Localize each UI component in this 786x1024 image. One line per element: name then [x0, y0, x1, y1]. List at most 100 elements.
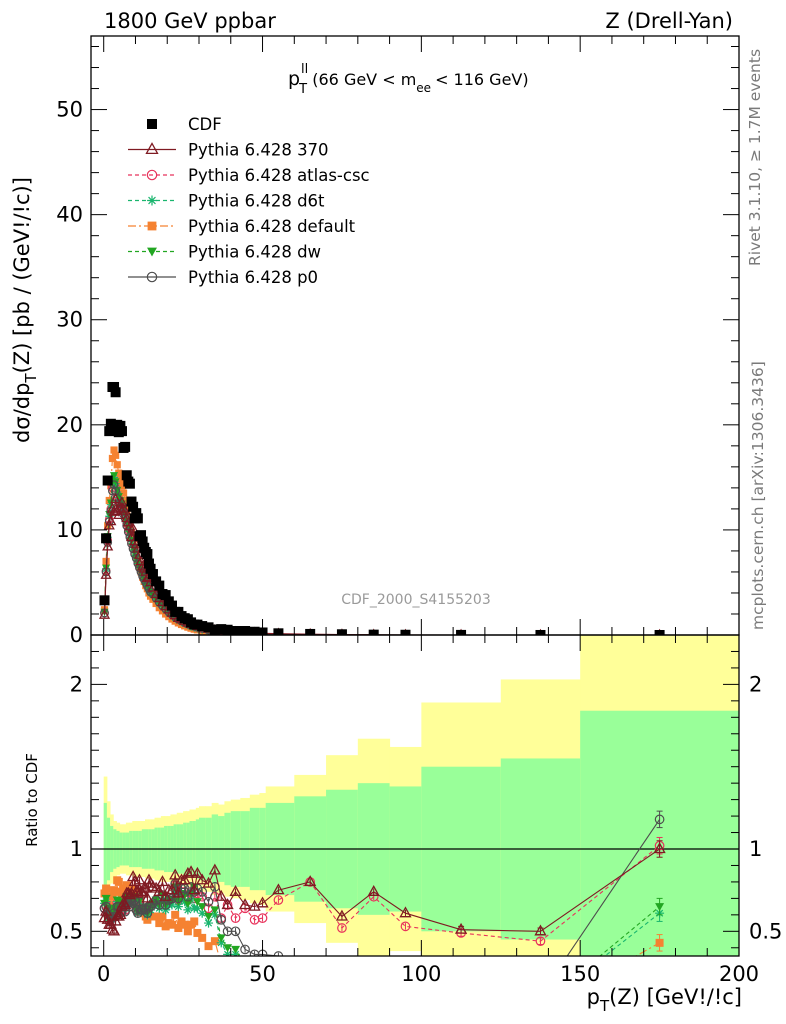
cdf-data-point	[115, 420, 126, 431]
cdf-data-point	[137, 536, 148, 547]
header-left: 1800 GeV ppbar	[104, 9, 276, 33]
ratio-marker-Pythia-6.428-370	[172, 886, 185, 898]
cdf-data-point	[167, 600, 177, 611]
ratio-marker-Pythia-6.428-default	[108, 892, 117, 901]
legend-Pythia-6.428-atlas-csc-label: Pythia 6.428 atlas-csc	[188, 166, 370, 185]
main-marker-Pythia-6.428-p0	[108, 486, 117, 496]
ratio-marker-Pythia-6.428-d6t	[210, 910, 220, 920]
cdf-data-point	[99, 595, 110, 606]
main-ytick-label: 0	[70, 623, 83, 647]
ratio-marker-Pythia-6.428-default	[190, 917, 199, 926]
ratio-marker-Pythia-6.428-default	[111, 887, 120, 896]
ratio-marker-Pythia-6.428-default	[241, 980, 249, 988]
legend-Pythia-6.428-dw-marker	[147, 247, 157, 257]
cdf-data-point	[126, 496, 137, 507]
main-ylabel: dσ/dpT(Z) [pb / (GeV!/!c)]	[10, 177, 40, 443]
main-ytick-label: 20	[56, 413, 83, 437]
cdf-data-point	[535, 629, 546, 635]
cdf-data-point	[240, 626, 251, 635]
ratio-marker-Pythia-6.428-370	[191, 866, 204, 878]
main-marker-Pythia-6.428-default	[113, 461, 121, 469]
legend-Pythia-6.428-d6t-marker	[147, 195, 157, 206]
ratio-marker-Pythia-6.428-atlas-csc	[230, 913, 241, 923]
ratio-marker-Pythia-6.428-d6t	[183, 905, 193, 915]
ratio-marker-Pythia-6.428-370	[184, 865, 198, 877]
ratio-marker-Pythia-6.428-dw	[457, 1001, 466, 1009]
cdf-data-point	[160, 590, 171, 601]
ratio-marker-Pythia-6.428-default	[114, 877, 123, 886]
ratio-marker-Pythia-6.428-p0	[457, 993, 466, 1002]
ratio-marker-Pythia-6.428-d6t	[223, 949, 233, 956]
ylabel-sub-T: T	[22, 373, 40, 384]
legend-Pythia-6.428-default-label: Pythia 6.428 default	[188, 217, 356, 236]
ratio-marker-Pythia-6.428-default	[204, 942, 213, 951]
ratio-ytick-label-left: 2	[70, 672, 83, 696]
ratio-marker-Pythia-6.428-370	[119, 898, 132, 910]
ratio-ytick-label-left: 1	[70, 837, 83, 861]
cdf-data-point	[147, 569, 158, 580]
ratio-marker-Pythia-6.428-d6t	[401, 1001, 410, 1010]
ratio-marker-Pythia-6.428-p0	[306, 967, 315, 976]
cdf-data-point	[249, 626, 260, 635]
cdf-data-point	[222, 624, 233, 635]
x-tick-label: 50	[249, 962, 276, 986]
cdf-data-point	[120, 441, 131, 452]
legend-CDF-label: CDF	[188, 115, 222, 134]
ratio-marker-Pythia-6.428-dw	[223, 944, 233, 953]
cdf-data-point	[121, 470, 132, 481]
ratio-marker-Pythia-6.428-p0	[154, 900, 165, 910]
main-marker-Pythia-6.428-default	[112, 451, 120, 459]
ratio-marker-Pythia-6.428-370	[141, 891, 154, 903]
ratio-marker-Pythia-6.428-d6t	[306, 984, 315, 993]
ratio-marker-Pythia-6.428-default	[655, 938, 664, 947]
ratio-marker-Pythia-6.428-370	[133, 873, 146, 885]
cdf-data-point	[136, 530, 147, 541]
ratio-marker-Pythia-6.428-370	[169, 868, 182, 880]
plot-title: pTll (66 GeV < mee < 116 GeV)	[288, 62, 529, 97]
ratio-marker-Pythia-6.428-370	[229, 884, 242, 896]
ratio-marker-Pythia-6.428-default	[370, 1001, 378, 1009]
legend: CDF Pythia 6.428 370 Pythia 6.428 atlas-cs…	[128, 115, 370, 287]
cdf-data-point	[145, 563, 156, 574]
cdf-data-point	[132, 513, 143, 524]
ratio-marker-Pythia-6.428-dw	[101, 894, 111, 903]
ratio-marker-Pythia-6.428-370	[272, 883, 285, 895]
cdf-data-point	[305, 628, 316, 635]
ratio-marker-Pythia-6.428-dw	[536, 1002, 545, 1010]
watermark: CDF_2000_S4155203	[341, 592, 490, 608]
ratio-marker-Pythia-6.428-p0	[273, 951, 284, 956]
ratio-marker-Pythia-6.428-370	[153, 884, 166, 896]
ratio-marker-Pythia-6.428-p0	[148, 898, 158, 909]
axes: 0 10 20 30 40 50 0 50 100 150 200 0.5 0.5 1 1 2 2	[50, 35, 782, 986]
ratio-marker-Pythia-6.428-d6t	[173, 902, 183, 912]
ratio-marker-Pythia-6.428-default	[193, 928, 202, 937]
ratio-marker-Pythia-6.428-default	[224, 967, 232, 975]
ratio-marker-Pythia-6.428-default	[180, 920, 189, 929]
xlabel-rest: (Z) [GeV!/!c]	[609, 985, 742, 1009]
main-marker-Pythia-6.428-370	[127, 522, 139, 533]
xlabel-sub-T: T	[599, 997, 610, 1015]
ratio-marker-Pythia-6.428-p0	[338, 981, 347, 990]
cdf-data-point	[209, 624, 220, 635]
ratio-marker-Pythia-6.428-370	[128, 875, 141, 887]
ratio-marker-Pythia-6.428-d6t	[337, 994, 346, 1003]
cdf-data-point	[105, 418, 116, 429]
side-label-mcplots: mcplots.cern.ch [arXiv:1306.3436]	[749, 361, 767, 630]
ratio-marker-Pythia-6.428-dw	[183, 899, 193, 908]
ratio-marker-Pythia-6.428-default	[536, 1006, 544, 1014]
ratio-marker-Pythia-6.428-default	[102, 884, 111, 893]
cdf-data-point	[109, 381, 120, 392]
ratio-marker-Pythia-6.428-default	[210, 937, 219, 946]
cdf-data-point	[154, 580, 165, 591]
ratio-marker-Pythia-6.428-370	[178, 873, 191, 885]
cdf-data-point	[197, 621, 208, 632]
cdf-data-point	[400, 629, 411, 635]
x-tick-label: 200	[719, 962, 759, 986]
ratio-series-group	[98, 810, 666, 1014]
ratio-marker-Pythia-6.428-p0	[203, 896, 214, 907]
ratio-marker-Pythia-6.428-d6t	[167, 900, 177, 910]
legend-Pythia-6.428-d6t-label: Pythia 6.428 d6t	[188, 192, 325, 211]
ratio-marker-Pythia-6.428-dw	[204, 912, 214, 921]
ratio-marker-Pythia-6.428-370	[367, 884, 380, 896]
ratio-marker-Pythia-6.428-default	[152, 912, 161, 921]
